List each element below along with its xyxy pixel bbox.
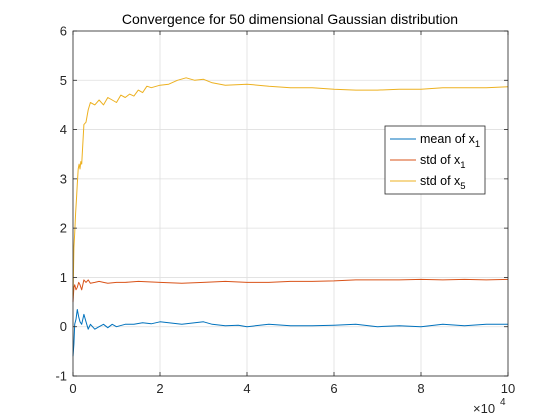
y-tick-label: 0 <box>60 319 67 334</box>
x-axis-exponent: ×10 4 <box>473 397 506 416</box>
y-tick-label: 1 <box>60 270 67 285</box>
x-tick-label: 6 <box>330 381 337 396</box>
y-tick-label: 4 <box>60 122 67 137</box>
x-tick-label: 2 <box>156 381 163 396</box>
series-layer <box>72 77 509 357</box>
y-tick-label: -1 <box>55 369 67 384</box>
y-tick-label: 2 <box>60 221 67 236</box>
legend-label-subscript: 1 <box>475 139 480 150</box>
y-tick-label: 5 <box>60 73 67 88</box>
axes-box <box>72 30 509 377</box>
x-exponent-base: ×10 <box>473 401 495 416</box>
legend-label-subscript: 1 <box>460 160 465 171</box>
x-tick-label: 8 <box>417 381 424 396</box>
legend-label-3: std of x5 <box>420 174 466 192</box>
series-line-3 <box>72 77 509 298</box>
legend-label-1: mean of x1 <box>420 132 480 150</box>
legend-label-2: std of x1 <box>420 153 466 171</box>
series-line-2 <box>72 278 509 303</box>
chart-title: Convergence for 50 dimensional Gaussian … <box>122 11 458 27</box>
legend-label-subscript: 5 <box>460 181 465 192</box>
y-tick-label: 3 <box>60 171 67 186</box>
y-tick-label: 6 <box>60 24 67 39</box>
series-line-1 <box>72 309 508 357</box>
x-tick-label: 0 <box>69 381 76 396</box>
x-tick-label: 10 <box>501 381 515 396</box>
ticks <box>72 30 509 377</box>
x-exponent-power: 4 <box>500 397 506 408</box>
x-tick-label: 4 <box>243 381 250 396</box>
legend: mean of x1 std of x1 std of x5 <box>384 125 486 195</box>
